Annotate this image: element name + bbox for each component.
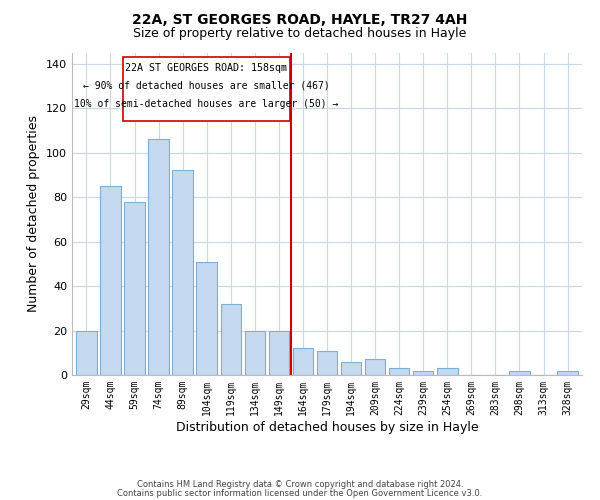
Bar	[437, 368, 458, 375]
Bar	[365, 360, 385, 375]
Bar	[341, 362, 361, 375]
Text: Size of property relative to detached houses in Hayle: Size of property relative to detached ho…	[133, 28, 467, 40]
Bar	[509, 370, 530, 375]
Bar	[317, 350, 337, 375]
FancyBboxPatch shape	[122, 57, 290, 122]
Bar	[221, 304, 241, 375]
Bar	[100, 186, 121, 375]
Bar	[124, 202, 145, 375]
Bar	[293, 348, 313, 375]
Text: 22A, ST GEORGES ROAD, HAYLE, TR27 4AH: 22A, ST GEORGES ROAD, HAYLE, TR27 4AH	[133, 12, 467, 26]
X-axis label: Distribution of detached houses by size in Hayle: Distribution of detached houses by size …	[176, 420, 478, 434]
Bar	[245, 330, 265, 375]
Bar	[389, 368, 409, 375]
Bar	[557, 370, 578, 375]
Text: 22A ST GEORGES ROAD: 158sqm: 22A ST GEORGES ROAD: 158sqm	[125, 63, 287, 73]
Bar	[76, 330, 97, 375]
Bar	[148, 139, 169, 375]
Bar	[196, 262, 217, 375]
Text: Contains public sector information licensed under the Open Government Licence v3: Contains public sector information licen…	[118, 488, 482, 498]
Text: Contains HM Land Registry data © Crown copyright and database right 2024.: Contains HM Land Registry data © Crown c…	[137, 480, 463, 489]
Bar	[269, 330, 289, 375]
Text: ← 90% of detached houses are smaller (467): ← 90% of detached houses are smaller (46…	[83, 81, 329, 91]
Y-axis label: Number of detached properties: Number of detached properties	[28, 116, 40, 312]
Bar	[413, 370, 433, 375]
Text: 10% of semi-detached houses are larger (50) →: 10% of semi-detached houses are larger (…	[74, 98, 338, 108]
Bar	[172, 170, 193, 375]
